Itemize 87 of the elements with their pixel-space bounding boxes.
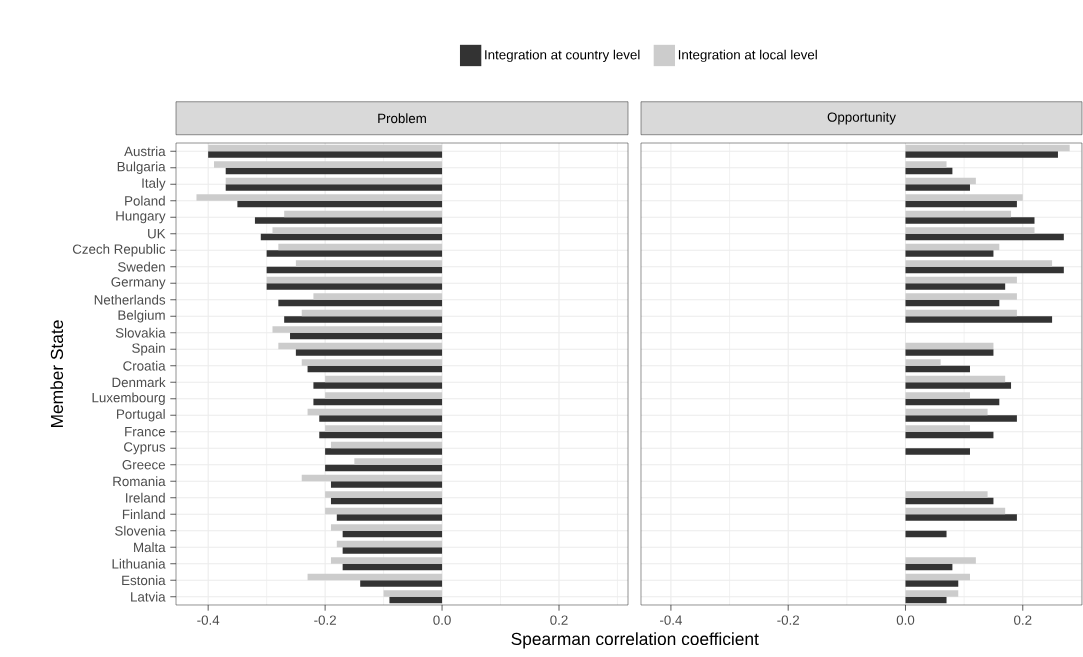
bar xyxy=(905,316,1053,323)
bar xyxy=(905,210,1012,218)
y-tick-label: Romania xyxy=(113,476,166,487)
y-axis-title: Member State xyxy=(50,320,64,428)
y-tick-label: UK xyxy=(148,229,166,239)
bar xyxy=(905,507,1006,515)
bar xyxy=(905,365,970,373)
bar xyxy=(905,514,1017,521)
y-tick-label: Portugal xyxy=(117,409,165,422)
bar xyxy=(905,392,970,399)
bar xyxy=(905,200,1017,208)
bar xyxy=(905,398,1000,406)
y-tick-label: Finland xyxy=(122,509,165,520)
bar xyxy=(905,408,988,416)
bar xyxy=(905,580,959,587)
bar xyxy=(905,491,988,498)
x-axis-title: Spearman correlation coefficient xyxy=(511,632,759,649)
bar xyxy=(905,415,1017,422)
y-tick-label: Ireland xyxy=(126,492,165,503)
bar xyxy=(905,448,970,455)
x-tick-label: -0.2 xyxy=(314,615,336,625)
y-tick-label: Austria xyxy=(124,146,166,157)
bar xyxy=(905,144,1070,152)
bar xyxy=(905,167,953,175)
bar xyxy=(905,557,976,564)
y-tick-label: Spain xyxy=(132,343,165,356)
y-tick-label: Belgium xyxy=(118,310,165,323)
x-tick-label: 0.2 xyxy=(550,615,568,625)
x-tick-label: -0.4 xyxy=(197,615,220,625)
bar xyxy=(905,151,1058,158)
x-tick-label: -0.4 xyxy=(660,615,683,625)
y-tick-label: Germany xyxy=(111,277,166,290)
y-tick-label: Hungary xyxy=(116,211,166,224)
bar xyxy=(905,359,941,366)
y-tick-label: Italy xyxy=(142,178,166,191)
y-tick-label: Lithuania xyxy=(112,558,166,569)
y-tick-label: Estonia xyxy=(122,575,166,586)
y-tick-label: France xyxy=(125,427,165,437)
chart-title: Opportunity xyxy=(827,112,896,125)
y-tick-label: Czech Republic xyxy=(72,244,166,257)
bar xyxy=(905,184,970,191)
bar xyxy=(905,342,994,350)
y-tick-label: Greece xyxy=(122,460,165,470)
bar xyxy=(905,177,976,185)
bar xyxy=(905,563,953,571)
y-tick-label: Malta xyxy=(134,542,166,553)
bar xyxy=(905,260,1053,267)
y-tick-label: Sweden xyxy=(118,261,165,272)
bar xyxy=(905,233,1064,241)
y-tick-label: Netherlands xyxy=(94,294,166,305)
x-tick-label: -0.2 xyxy=(777,615,800,625)
bar xyxy=(905,299,1000,307)
bar xyxy=(905,431,994,439)
bar xyxy=(905,217,1035,224)
bar xyxy=(905,276,1017,284)
bar xyxy=(905,497,994,505)
y-tick-label: Slovenia xyxy=(115,525,166,536)
y-tick-label: Slovakia xyxy=(115,327,166,338)
y-tick-label: Cyprus xyxy=(124,442,166,455)
bar xyxy=(905,530,947,538)
bar xyxy=(905,590,959,597)
bar xyxy=(905,243,1000,251)
bar xyxy=(905,375,1006,383)
x-tick-label: 0.2 xyxy=(1014,615,1032,625)
legend-label: Integration at country level xyxy=(485,49,640,63)
bar xyxy=(905,227,1035,234)
y-tick-label: Denmark xyxy=(112,377,166,388)
chart-title: Problem xyxy=(378,113,426,124)
y-tick-label: Poland xyxy=(125,195,165,206)
y-tick-label: Latvia xyxy=(131,591,166,602)
x-tick-label: 0.0 xyxy=(433,615,451,625)
bar xyxy=(905,309,1017,317)
bar xyxy=(905,382,1012,389)
bar xyxy=(905,250,994,257)
y-tick-label: Luxembourg xyxy=(92,392,165,405)
x-tick-label: 0.0 xyxy=(896,615,915,625)
bar xyxy=(905,266,1064,274)
y-tick-label: Bulgaria xyxy=(117,161,166,174)
bar xyxy=(905,161,947,168)
bar xyxy=(905,194,1023,201)
bar xyxy=(905,573,970,581)
bar xyxy=(905,425,970,432)
bar xyxy=(905,283,1006,290)
legend-label: Integration at local level xyxy=(678,49,817,63)
y-tick-label: Croatia xyxy=(123,360,166,371)
bar xyxy=(905,293,1017,300)
bar xyxy=(905,349,994,356)
